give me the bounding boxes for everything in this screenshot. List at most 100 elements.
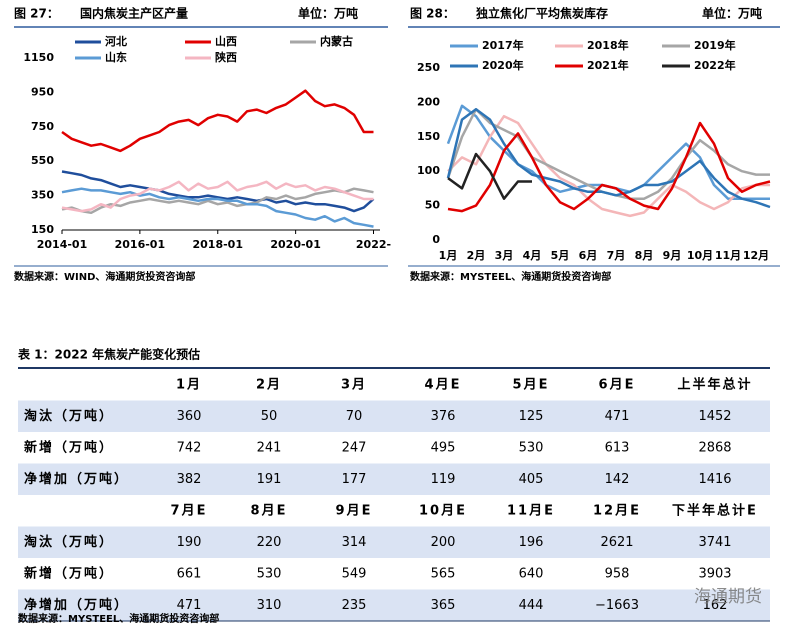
data-cell: 360 — [177, 409, 202, 424]
y-tick-label: 0 — [432, 233, 440, 246]
y-tick-label: 150 — [417, 130, 440, 143]
source-note: 数据来源：MYSTEEL、海通期货投资咨询部 — [18, 612, 219, 625]
row-band — [18, 463, 770, 495]
data-cell: 444 — [519, 598, 544, 613]
data-cell: 405 — [519, 472, 544, 487]
data-cell: 162 — [703, 598, 728, 613]
y-tick-label: 1150 — [23, 51, 54, 64]
source-note: 数据来源：MYSTEEL、海通期货投资咨询部 — [410, 270, 611, 283]
figure-number: 图 27： — [14, 7, 59, 21]
table-title: 表 1：2022 年焦炭产能变化预估 — [17, 347, 200, 362]
data-cell: 196 — [519, 535, 544, 550]
header-cell: 净增加（万吨） — [24, 597, 129, 613]
x-tick-label: 4月 — [523, 249, 542, 262]
data-cell: 958 — [605, 566, 630, 581]
header-cell: 下半年总计E — [672, 502, 758, 518]
header-cell: 8月E — [251, 503, 288, 518]
data-cell: 190 — [177, 535, 202, 550]
data-cell: 314 — [342, 535, 367, 550]
data-cell: 235 — [342, 598, 367, 613]
header-cell: 淘汰（万吨） — [24, 534, 114, 550]
y-tick-label: 350 — [31, 189, 54, 202]
y-tick-label: 550 — [31, 154, 54, 167]
y-tick-label: 100 — [417, 164, 440, 177]
header-cell: 9月E — [336, 503, 373, 518]
x-tick-label: 1月 — [439, 249, 458, 262]
data-cell: 200 — [431, 535, 456, 550]
data-cell: 471 — [177, 598, 202, 613]
data-cell: 2621 — [600, 535, 633, 550]
header-cell: 2月 — [256, 377, 282, 392]
header-cell: 1月 — [176, 377, 202, 392]
data-cell: 382 — [177, 472, 202, 487]
unit-label: 单位：万吨 — [702, 6, 762, 21]
data-cell: 376 — [431, 409, 456, 424]
row-band — [18, 526, 770, 558]
data-cell: 177 — [342, 472, 367, 487]
unit-label: 单位：万吨 — [298, 6, 358, 21]
header-cell: 12月E — [593, 503, 641, 518]
x-tick-label: 6月 — [579, 249, 598, 262]
x-tick-label: 9月 — [663, 249, 682, 262]
series-line — [61, 187, 374, 228]
legend-label: 2018年 — [587, 38, 629, 52]
source-note: 数据来源：WIND、海通期货投资咨询部 — [14, 270, 195, 283]
header-cell: 净增加（万吨） — [24, 471, 129, 487]
watermark: 海通期货 — [694, 587, 762, 607]
header-cell: 7月E — [171, 503, 208, 518]
data-cell: 742 — [177, 440, 202, 455]
data-cell: 310 — [257, 598, 282, 613]
series-line — [61, 170, 375, 213]
data-cell: 613 — [605, 440, 630, 455]
x-tick-label: 2020-01 — [270, 238, 321, 251]
data-cell: 191 — [257, 472, 282, 487]
x-tick-label: 12月 — [743, 249, 769, 262]
data-cell: 530 — [519, 440, 544, 455]
data-cell: 70 — [346, 409, 363, 424]
legend-label: 内蒙古 — [320, 34, 353, 48]
series-line — [61, 89, 374, 153]
legend-label: 2017年 — [482, 38, 524, 52]
series-line — [447, 152, 532, 200]
header-cell: 新增（万吨） — [24, 565, 114, 581]
data-cell: 549 — [342, 566, 367, 581]
data-cell: 3741 — [698, 535, 731, 550]
header-cell: 新增（万吨） — [24, 439, 114, 455]
data-cell: 119 — [431, 472, 456, 487]
x-tick-label: 2014-01 — [37, 238, 88, 251]
y-tick-label: 750 — [31, 120, 54, 133]
legend-label: 陕西 — [215, 50, 237, 64]
series-line — [447, 121, 771, 213]
data-cell: 3903 — [698, 566, 731, 581]
x-tick-label: 5月 — [551, 249, 570, 262]
chart-title: 国内焦炭主产区产量 — [80, 6, 188, 21]
header-cell: 5月E — [513, 377, 550, 392]
header-cell: 11月E — [507, 503, 555, 518]
data-cell: 2868 — [698, 440, 731, 455]
series-line — [61, 180, 374, 213]
data-cell: 1416 — [698, 472, 731, 487]
data-cell: 565 — [431, 566, 456, 581]
x-tick-label: 2016-01 — [115, 238, 166, 251]
row-band — [18, 589, 770, 621]
series-line — [446, 108, 771, 209]
data-cell: 495 — [431, 440, 456, 455]
data-cell: 142 — [605, 472, 630, 487]
legend-label: 山西 — [215, 34, 237, 48]
x-tick-label: 2月 — [467, 249, 486, 262]
y-tick-label: 250 — [417, 61, 440, 74]
header-cell: 3月 — [341, 377, 367, 392]
x-tick-label: 7月 — [607, 249, 626, 262]
legend-label: 2022年 — [694, 58, 736, 72]
figure-number: 图 28： — [410, 7, 455, 21]
data-cell: 661 — [177, 566, 202, 581]
legend-label: 2019年 — [694, 38, 736, 52]
x-tick-label: 2022- — [356, 238, 391, 251]
series-line — [447, 114, 770, 218]
x-tick-label: 10月 — [687, 249, 713, 262]
chart-title: 独立焦化厂平均焦炭库存 — [475, 6, 608, 21]
data-cell: −1663 — [595, 598, 639, 613]
x-tick-label: 2018-01 — [193, 238, 244, 251]
y-tick-label: 950 — [31, 85, 54, 98]
